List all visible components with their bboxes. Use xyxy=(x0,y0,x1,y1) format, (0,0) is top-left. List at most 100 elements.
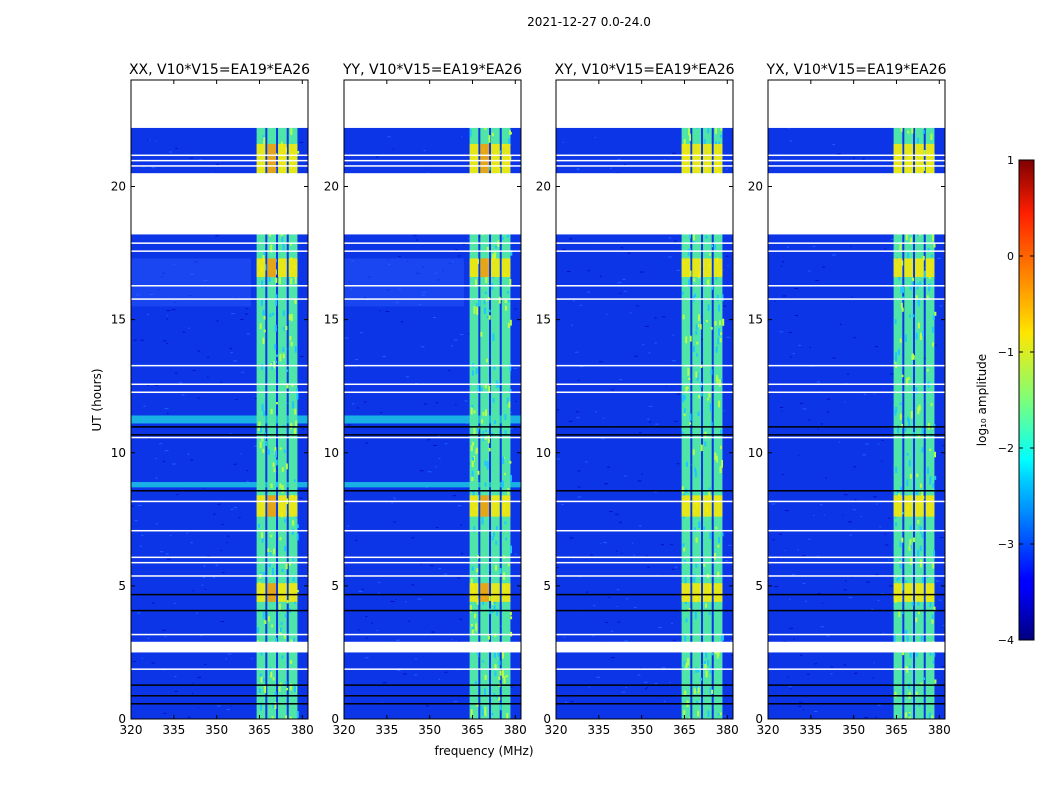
flag-line xyxy=(131,154,308,157)
x-tick-label: 350 xyxy=(842,723,865,737)
noise-pixel xyxy=(848,596,853,598)
signal-speckle xyxy=(923,149,926,156)
signal-speckle xyxy=(472,491,475,499)
noise-pixel xyxy=(873,496,877,498)
signal-speckle xyxy=(268,616,271,622)
signal-speckle xyxy=(491,132,494,137)
signal-speckle xyxy=(698,314,701,322)
noise-pixel xyxy=(594,136,597,138)
flag-line xyxy=(344,500,521,503)
flag-line xyxy=(344,165,521,167)
signal-burst xyxy=(904,258,914,278)
x-tick-label: 380 xyxy=(928,723,951,737)
noise-pixel xyxy=(151,662,155,664)
signal-speckle xyxy=(286,600,289,604)
noise-pixel xyxy=(276,326,279,328)
noise-pixel xyxy=(782,261,785,263)
noise-pixel xyxy=(939,305,943,307)
noise-pixel xyxy=(356,407,359,409)
signal-speckle xyxy=(710,244,713,248)
signal-speckle xyxy=(488,385,491,394)
signal-speckle xyxy=(471,624,474,627)
signal-speckle xyxy=(279,627,282,633)
signal-burst xyxy=(925,258,935,278)
signal-burst xyxy=(692,143,702,174)
flag-line xyxy=(131,165,308,167)
noise-pixel xyxy=(194,261,198,263)
noise-pixel xyxy=(203,487,205,489)
noise-pixel xyxy=(197,397,200,399)
x-tick-label: 380 xyxy=(291,723,314,737)
flag-line xyxy=(344,556,521,559)
flag-line xyxy=(768,159,945,162)
noise-pixel xyxy=(673,240,678,242)
signal-speckle xyxy=(263,137,266,145)
signal-speckle xyxy=(508,298,511,303)
signal-speckle xyxy=(688,717,691,719)
signal-speckle xyxy=(285,325,288,331)
signal-speckle xyxy=(692,346,695,352)
signal-speckle xyxy=(720,378,723,383)
noise-pixel xyxy=(676,269,680,271)
signal-speckle xyxy=(268,561,271,568)
noise-pixel xyxy=(815,279,819,281)
signal-burst xyxy=(288,583,298,602)
noise-pixel xyxy=(451,639,453,641)
signal-speckle xyxy=(493,252,496,260)
noise-pixel xyxy=(233,360,237,362)
signal-speckle xyxy=(894,691,897,698)
x-tick-label: 350 xyxy=(418,723,441,737)
noise-pixel xyxy=(622,278,626,280)
signal-speckle xyxy=(471,476,474,482)
signal-speckle xyxy=(921,447,924,453)
signal-speckle xyxy=(485,358,488,363)
noise-pixel xyxy=(853,466,857,468)
noise-pixel xyxy=(585,591,589,593)
signal-speckle xyxy=(508,130,511,135)
signal-speckle xyxy=(297,150,300,154)
noise-pixel xyxy=(436,527,439,529)
signal-burst xyxy=(692,583,702,602)
signal-speckle xyxy=(507,322,510,329)
signal-speckle xyxy=(683,546,686,552)
noise-pixel xyxy=(254,398,259,400)
signal-speckle xyxy=(719,712,722,716)
x-tick-label: 365 xyxy=(248,723,271,737)
noise-pixel xyxy=(830,673,833,675)
noise-pixel xyxy=(432,316,436,318)
signal-speckle xyxy=(284,545,287,552)
signal-speckle xyxy=(709,532,712,540)
signal-speckle xyxy=(505,537,508,541)
signal-speckle xyxy=(908,545,911,551)
noise-pixel xyxy=(623,164,626,166)
noise-pixel xyxy=(377,581,381,583)
y-tick-label: 0 xyxy=(118,712,126,726)
signal-burst xyxy=(713,143,723,174)
signal-burst xyxy=(288,143,298,174)
flag-line xyxy=(131,556,308,559)
signal-speckle xyxy=(503,473,506,476)
signal-speckle xyxy=(273,548,276,555)
signal-speckle xyxy=(279,536,282,541)
signal-speckle xyxy=(486,461,489,467)
noise-pixel xyxy=(888,559,890,561)
noise-pixel xyxy=(393,497,396,499)
noise-pixel xyxy=(813,514,815,516)
noise-pixel xyxy=(663,159,666,161)
noise-pixel xyxy=(576,168,579,170)
signal-speckle xyxy=(686,386,689,390)
colorbar-tick-label: −3 xyxy=(998,538,1014,551)
signal-speckle xyxy=(687,128,690,136)
noise-pixel xyxy=(299,141,304,143)
noise-pixel xyxy=(595,411,597,413)
noise-pixel xyxy=(358,366,360,368)
signal-speckle xyxy=(695,324,698,330)
signal-speckle xyxy=(707,304,710,312)
flag-line xyxy=(768,383,945,386)
noise-pixel xyxy=(627,252,631,254)
noise-pixel xyxy=(199,634,203,636)
noise-pixel xyxy=(647,418,650,420)
signal-burst xyxy=(501,583,511,602)
noise-pixel xyxy=(885,544,889,546)
panel-frame xyxy=(130,79,309,720)
